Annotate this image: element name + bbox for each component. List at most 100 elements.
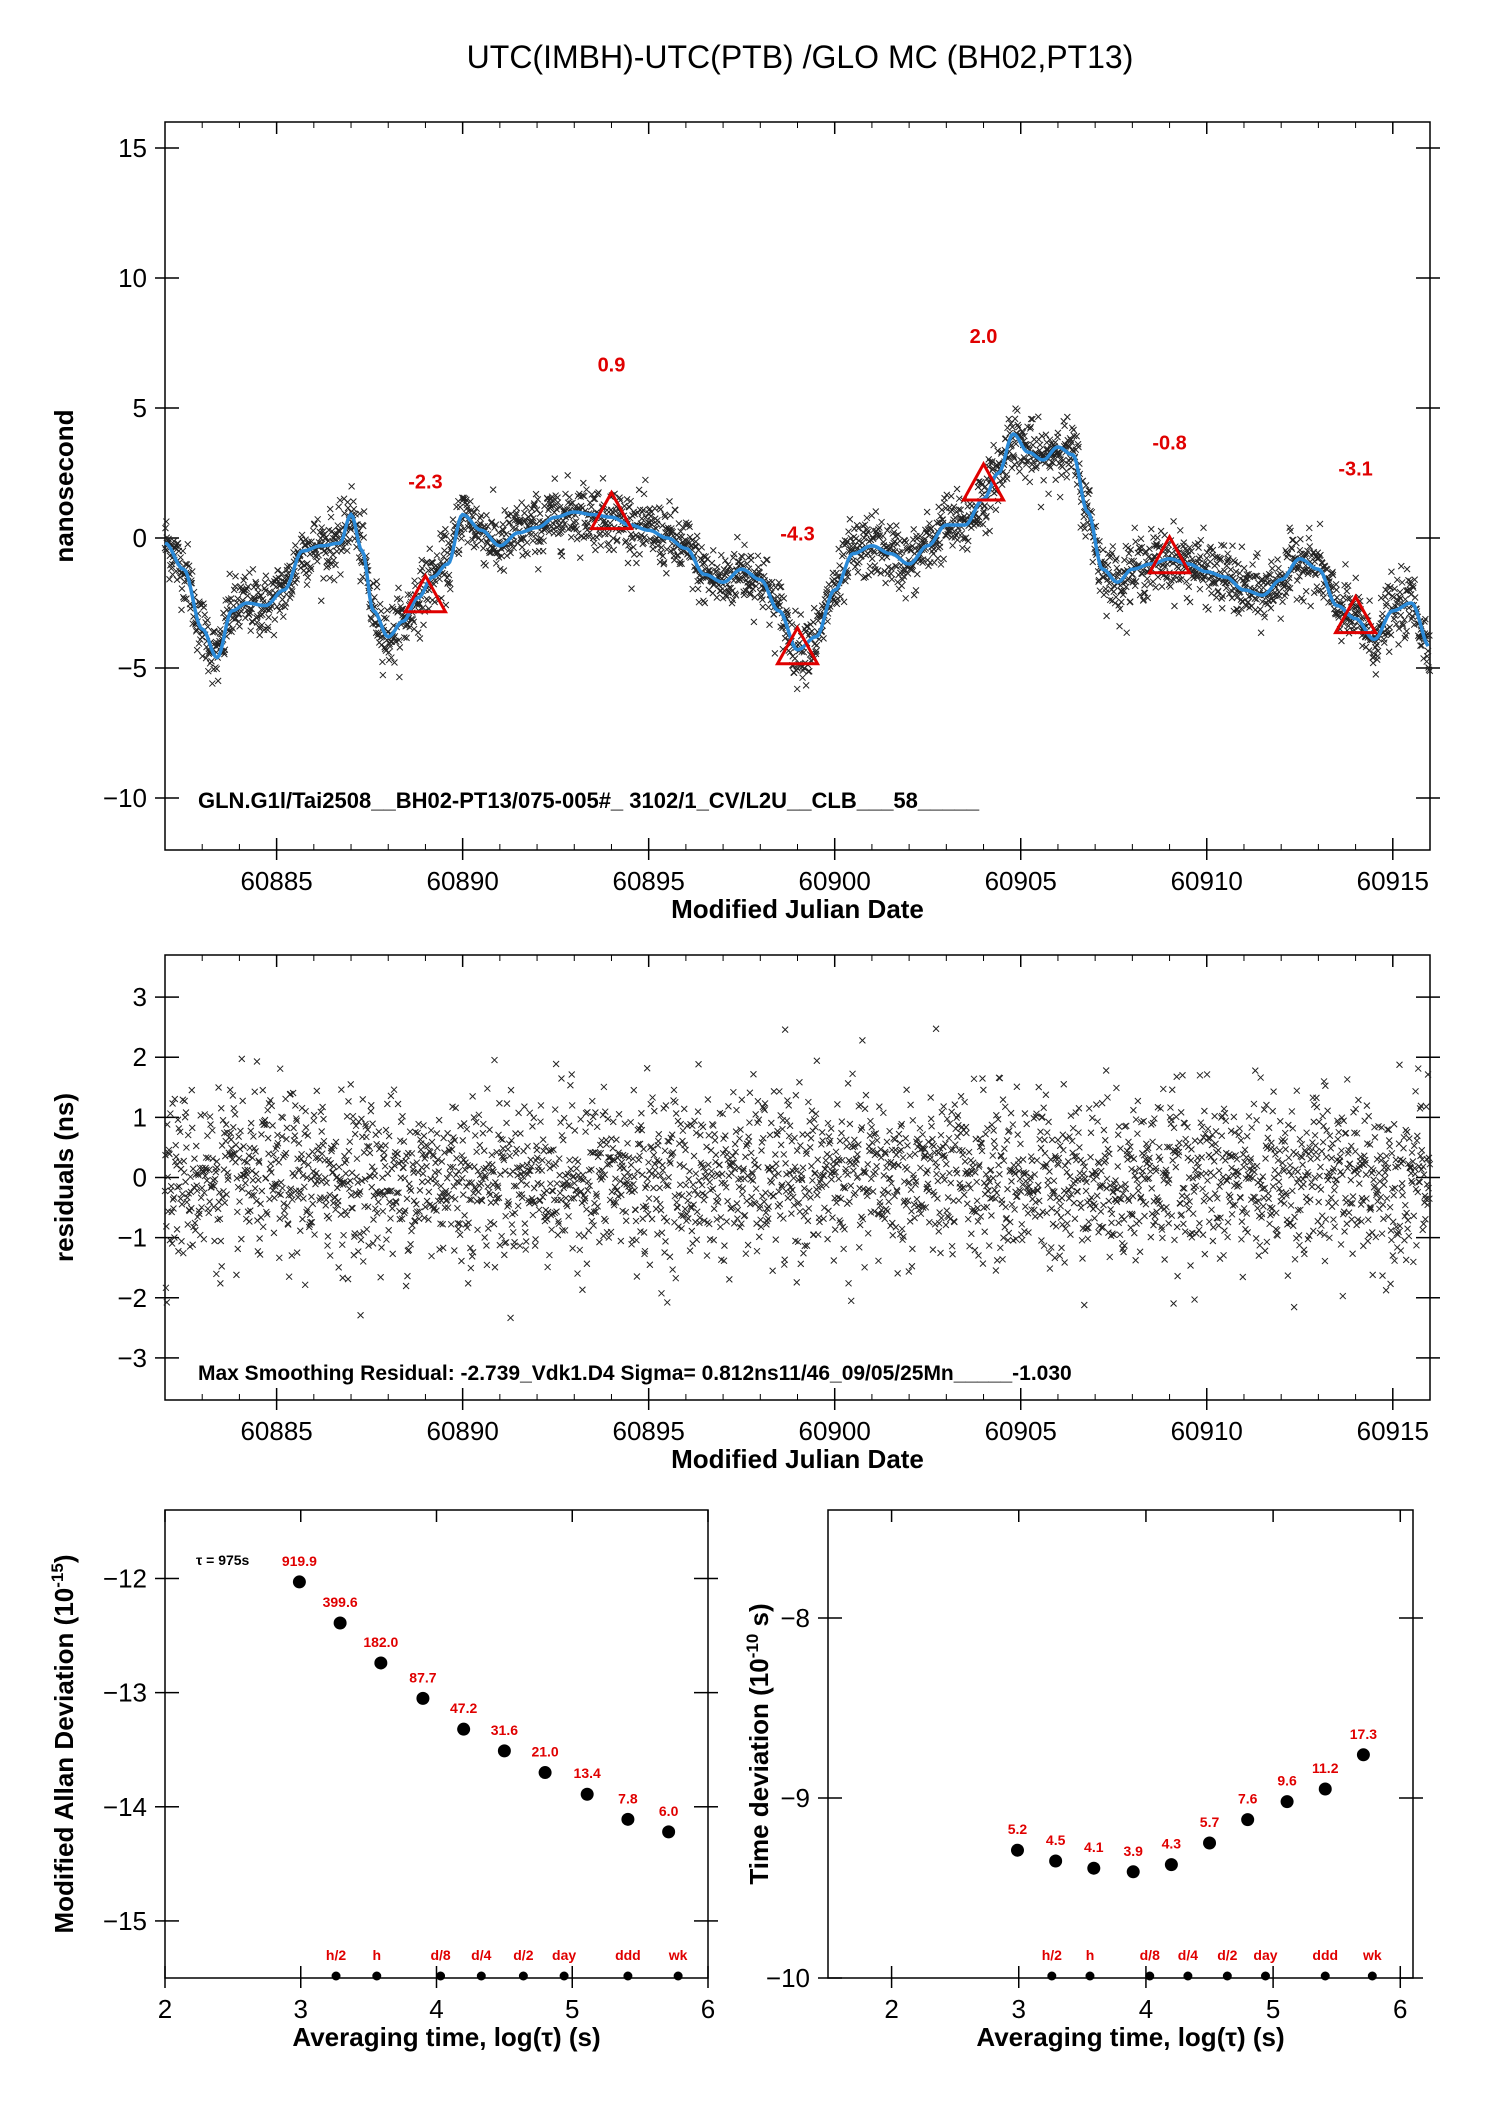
data-point bbox=[1411, 594, 1419, 601]
residual-point bbox=[840, 1245, 847, 1253]
residual-point bbox=[926, 1155, 934, 1163]
residual-point bbox=[948, 1108, 956, 1116]
data-point bbox=[356, 510, 364, 517]
residual-point bbox=[594, 1203, 601, 1210]
residual-point bbox=[827, 1125, 835, 1133]
residual-point bbox=[249, 1176, 257, 1184]
data-point bbox=[791, 655, 799, 662]
data-point bbox=[1176, 526, 1184, 534]
residual-point bbox=[615, 1110, 623, 1118]
residual-point bbox=[460, 1120, 468, 1127]
residual-point bbox=[476, 1141, 484, 1149]
residual-point bbox=[482, 1164, 490, 1172]
data-point bbox=[1417, 642, 1424, 649]
y-tick-label: 0 bbox=[133, 523, 147, 553]
data-point bbox=[1249, 561, 1256, 568]
residual-point bbox=[473, 1148, 480, 1156]
data-point bbox=[601, 530, 609, 538]
residual-point bbox=[662, 1238, 669, 1245]
data-point bbox=[1366, 597, 1373, 604]
data-point bbox=[1158, 583, 1166, 590]
residual-point bbox=[937, 1131, 945, 1139]
data-point bbox=[495, 529, 502, 537]
residual-point bbox=[188, 1124, 196, 1132]
x-tick-label: 60890 bbox=[426, 1416, 498, 1446]
residual-point bbox=[363, 1133, 370, 1141]
data-point bbox=[1196, 585, 1204, 593]
data-point bbox=[830, 575, 838, 583]
data-point bbox=[307, 563, 314, 571]
residual-point bbox=[951, 1218, 958, 1226]
data-point bbox=[479, 544, 487, 552]
residual-point bbox=[340, 1231, 347, 1239]
residual-point bbox=[498, 1232, 505, 1240]
data-point bbox=[482, 562, 489, 569]
residual-point bbox=[624, 1139, 631, 1147]
data-point bbox=[1013, 407, 1021, 414]
residual-point bbox=[441, 1204, 449, 1212]
residual-point bbox=[725, 1102, 732, 1110]
residual-point bbox=[215, 1198, 223, 1206]
data-point bbox=[1197, 536, 1205, 544]
data-point bbox=[204, 616, 211, 624]
residual-point bbox=[444, 1204, 452, 1211]
data-point bbox=[660, 559, 668, 566]
residuals-panel: 60885 60890 60895 60900 60905 60910 60915−3−2−… bbox=[49, 954, 1440, 1474]
residual-point bbox=[963, 1129, 970, 1137]
data-point bbox=[1418, 642, 1426, 649]
residual-point bbox=[402, 1157, 410, 1165]
residual-point bbox=[204, 1132, 211, 1140]
residual-point bbox=[565, 1122, 573, 1130]
residual-point bbox=[706, 1178, 714, 1186]
residual-point bbox=[725, 1276, 733, 1283]
data-point bbox=[192, 627, 200, 635]
residual-point bbox=[992, 1267, 1000, 1274]
data-point bbox=[741, 541, 748, 549]
data-point bbox=[872, 508, 880, 515]
residual-point bbox=[277, 1191, 284, 1199]
x-axis-label: Modified Julian Date bbox=[671, 894, 924, 924]
residual-point bbox=[747, 1176, 755, 1183]
data-point bbox=[510, 538, 518, 545]
residual-point bbox=[603, 1141, 610, 1148]
data-point bbox=[418, 564, 426, 572]
residual-point bbox=[710, 1205, 718, 1213]
residual-point bbox=[334, 1197, 342, 1205]
residual-point bbox=[213, 1164, 221, 1171]
data-point bbox=[657, 506, 664, 513]
data-point bbox=[779, 624, 786, 632]
residual-point bbox=[644, 1175, 651, 1183]
data-point bbox=[892, 522, 900, 529]
residual-point bbox=[659, 1167, 667, 1174]
residual-point bbox=[234, 1245, 242, 1253]
residual-point bbox=[459, 1136, 467, 1144]
data-point bbox=[517, 534, 525, 542]
residual-point bbox=[382, 1126, 390, 1134]
residual-point bbox=[723, 1218, 731, 1225]
data-point bbox=[934, 555, 942, 562]
y-tick-label: 5 bbox=[133, 393, 147, 423]
residual-point bbox=[796, 1142, 804, 1149]
residual-point bbox=[712, 1151, 720, 1159]
residual-point bbox=[682, 1146, 689, 1154]
data-point bbox=[700, 559, 708, 567]
residual-point bbox=[897, 1122, 905, 1130]
residual-point bbox=[948, 1242, 956, 1250]
residual-point bbox=[748, 1193, 756, 1201]
residual-point bbox=[556, 1189, 564, 1197]
residual-point bbox=[375, 1198, 382, 1206]
residual-point bbox=[721, 1242, 728, 1249]
y-tick-label: −5 bbox=[117, 653, 147, 683]
residual-point bbox=[529, 1123, 536, 1130]
residual-point bbox=[927, 1115, 935, 1123]
data-point bbox=[1056, 493, 1064, 501]
data-point bbox=[444, 579, 452, 586]
data-point bbox=[214, 677, 222, 685]
data-point bbox=[750, 618, 758, 626]
residual-point bbox=[796, 1078, 803, 1086]
residual-point bbox=[685, 1190, 693, 1198]
data-point bbox=[486, 549, 493, 557]
residual-point bbox=[229, 1092, 237, 1099]
residual-point bbox=[167, 1182, 175, 1190]
residual-point bbox=[447, 1220, 455, 1228]
